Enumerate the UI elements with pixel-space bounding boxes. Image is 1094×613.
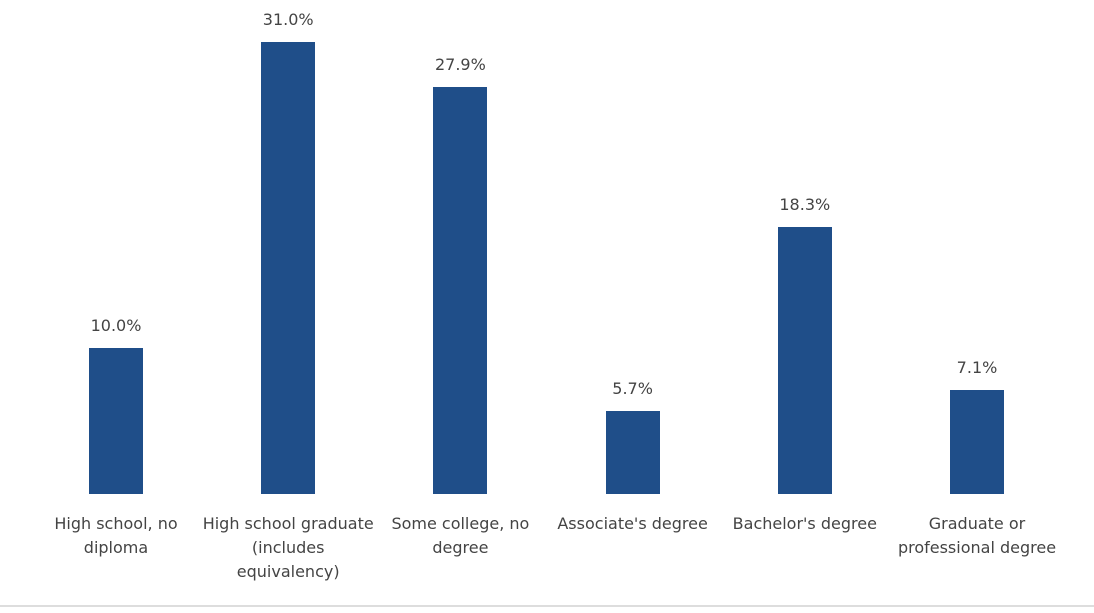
x-tick-label: Graduate or professional degree [897, 514, 1057, 557]
bar [605, 410, 660, 494]
data-label: 31.0% [262, 10, 314, 30]
bar [89, 348, 143, 494]
x-tick-label: Bachelor's degree [732, 514, 877, 533]
x-tick-label: High school, no diploma [54, 514, 178, 557]
x-tick-label: Associate's degree [557, 514, 708, 533]
bar [950, 390, 1004, 494]
bar [777, 227, 832, 494]
data-label: 10.0% [90, 316, 142, 336]
x-tick-label: Some college, no degree [391, 514, 530, 557]
data-label: 27.9% [434, 55, 486, 75]
data-label: 5.7% [612, 378, 653, 398]
bar [261, 42, 316, 494]
bar [433, 87, 488, 494]
data-label: 18.3% [779, 195, 831, 215]
separator [0, 605, 1094, 607]
x-tick-label: High school graduate (includes equivalen… [202, 514, 374, 581]
data-label: 7.1% [956, 358, 998, 378]
